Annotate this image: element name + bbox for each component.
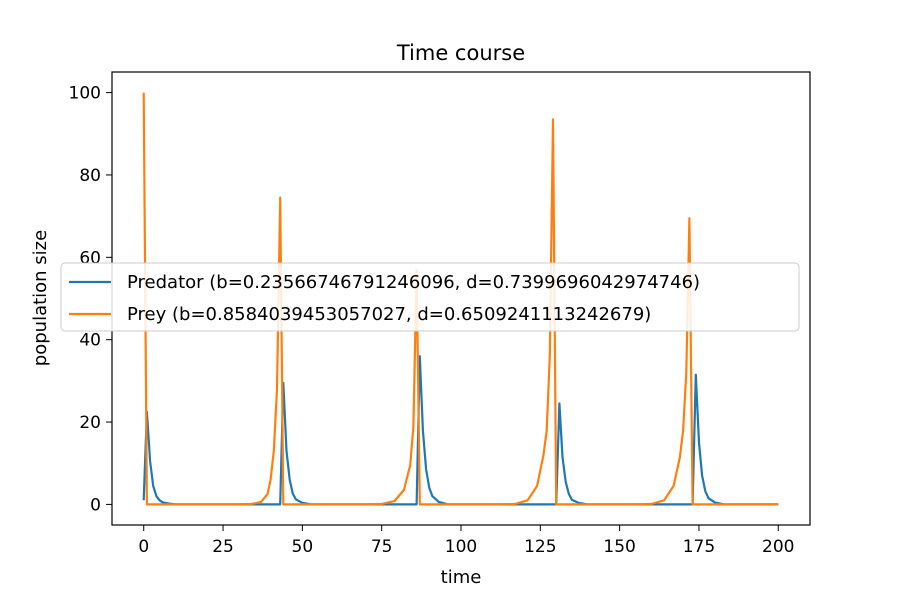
legend-label-prey: Prey (b=0.8584039453057027, d=0.65092411… bbox=[127, 304, 651, 325]
series-layer bbox=[142, 92, 779, 506]
legend: Predator (b=0.23566746791246096, d=0.739… bbox=[60, 262, 800, 332]
chart-title: Time course bbox=[396, 41, 525, 65]
series-line-prey bbox=[142, 92, 779, 506]
x-tick-label: 100 bbox=[445, 537, 477, 557]
x-tick-label: 0 bbox=[138, 537, 149, 557]
legend-label-predator: Predator (b=0.23566746791246096, d=0.739… bbox=[127, 272, 700, 293]
y-tick-label: 80 bbox=[79, 166, 101, 186]
x-tick-label: 75 bbox=[371, 537, 393, 557]
x-tick-label: 125 bbox=[524, 537, 556, 557]
x-tick-label: 200 bbox=[762, 537, 794, 557]
x-axis-label: time bbox=[441, 567, 482, 588]
y-tick-label: 40 bbox=[79, 331, 101, 351]
x-tick-label: 150 bbox=[603, 537, 635, 557]
x-tick-label: 175 bbox=[683, 537, 715, 557]
y-tick-label: 20 bbox=[79, 413, 101, 433]
x-axis-ticks: 0 25 50 75 100 125 150 175 200 bbox=[138, 525, 794, 557]
x-tick-label: 25 bbox=[212, 537, 234, 557]
y-tick-label: 100 bbox=[69, 84, 101, 104]
y-axis-label: population size bbox=[30, 230, 51, 366]
y-tick-label: 0 bbox=[90, 495, 101, 515]
legend-box bbox=[60, 262, 800, 332]
x-tick-label: 50 bbox=[292, 537, 314, 557]
